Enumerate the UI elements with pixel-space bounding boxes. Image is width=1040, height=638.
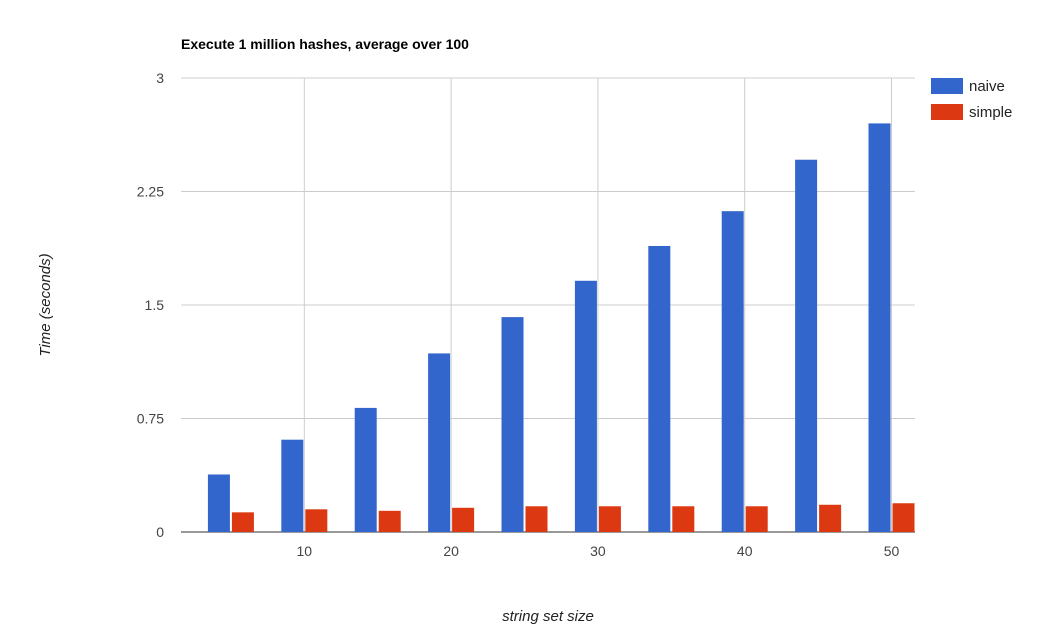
- x-tick-label: 10: [297, 543, 313, 559]
- y-tick-label: 0.75: [137, 411, 164, 427]
- bar-naive: [868, 123, 891, 533]
- bar-naive: [721, 211, 744, 532]
- y-axis-label: Time (seconds): [37, 253, 54, 356]
- chart-title: Execute 1 million hashes, average over 1…: [181, 36, 469, 52]
- bar-naive: [207, 474, 230, 532]
- bar-simple: [745, 506, 768, 532]
- bar-simple: [305, 509, 328, 532]
- bar-naive: [795, 159, 818, 532]
- bar-naive: [281, 439, 304, 532]
- x-axis-ticks: 10 20 30 40 50: [297, 543, 900, 559]
- bar-naive: [574, 280, 597, 532]
- legend-label-simple: simple: [969, 104, 1012, 121]
- x-tick-label: 30: [590, 543, 606, 559]
- bar-simple: [819, 504, 842, 532]
- bars: [207, 123, 915, 533]
- bar-simple: [231, 512, 254, 532]
- bar-simple: [378, 510, 401, 532]
- y-tick-label: 3: [156, 70, 164, 86]
- legend-swatch-simple: [931, 104, 963, 120]
- y-tick-label: 0: [156, 524, 164, 540]
- bar-simple: [598, 506, 621, 532]
- legend: naive simple: [931, 78, 1012, 121]
- y-tick-label: 2.25: [137, 184, 164, 200]
- legend-swatch-naive: [931, 78, 963, 94]
- bar-simple: [892, 503, 915, 532]
- bar-naive: [501, 317, 524, 532]
- bar-simple: [672, 506, 695, 532]
- bar-simple: [452, 507, 475, 532]
- x-tick-label: 50: [884, 543, 900, 559]
- bar-simple: [525, 506, 548, 532]
- x-tick-label: 40: [737, 543, 753, 559]
- bar-naive: [648, 245, 671, 533]
- bar-naive: [428, 353, 451, 532]
- x-tick-label: 20: [443, 543, 459, 559]
- y-tick-label: 1.5: [145, 297, 165, 313]
- bar-naive: [354, 407, 377, 532]
- y-axis-ticks: 0 0.75 1.5 2.25 3: [137, 70, 164, 540]
- grid: [181, 77, 915, 533]
- x-axis-label: string set size: [502, 608, 594, 625]
- legend-label-naive: naive: [969, 78, 1005, 95]
